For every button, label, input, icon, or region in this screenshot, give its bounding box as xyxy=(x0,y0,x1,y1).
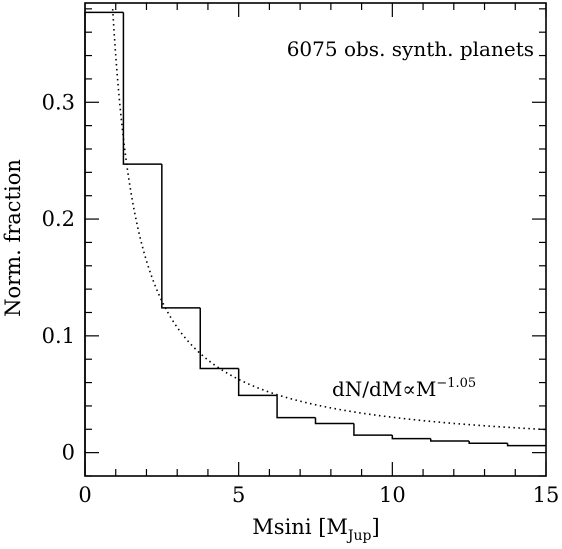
power-law-fit-curve xyxy=(111,9,547,431)
histogram-bar xyxy=(468,440,508,445)
histogram-bar xyxy=(122,12,162,165)
fit-law-annotation: dN/dM∝M−1.05 xyxy=(332,376,476,401)
histogram-bar xyxy=(237,368,278,397)
sample-size-annotation: 6075 obs. synth. planets xyxy=(287,37,534,61)
y-tick-label: 0.3 xyxy=(42,90,75,114)
histogram-bar xyxy=(353,423,393,436)
histogram xyxy=(84,11,546,476)
x-axis-title-main: Msini [M xyxy=(252,515,348,539)
histogram-bar xyxy=(506,443,546,447)
histogram-bar xyxy=(314,417,354,425)
fit-law-exponent: −1.05 xyxy=(436,376,476,391)
histogram-bar xyxy=(161,164,201,309)
histogram-bar xyxy=(276,395,316,419)
x-tick-label: 0 xyxy=(78,483,91,507)
histogram-bar xyxy=(199,307,239,370)
axis-ticks xyxy=(84,3,547,477)
fit-law-main: dN/dM∝M xyxy=(332,377,436,401)
x-axis-title-end: ] xyxy=(372,515,380,539)
y-tick-label: 0 xyxy=(62,441,75,465)
histogram-bar xyxy=(430,438,470,442)
y-axis-title: Norm. fraction xyxy=(1,159,25,317)
x-axis-title: Msini [MJup] xyxy=(252,515,379,544)
y-tick-labels: 0 0.1 0.2 0.3 xyxy=(42,90,75,464)
x-tick-label: 5 xyxy=(232,483,245,507)
x-tick-label: 15 xyxy=(533,483,560,507)
histogram-bar xyxy=(391,435,431,440)
x-tick-labels: 0 5 10 15 xyxy=(78,483,559,507)
plot-frame xyxy=(84,2,547,477)
y-tick-label: 0.2 xyxy=(42,207,75,231)
x-axis-title-subscript: Jup xyxy=(346,528,372,544)
y-tick-label: 0.1 xyxy=(42,324,75,348)
x-tick-label: 10 xyxy=(379,483,406,507)
